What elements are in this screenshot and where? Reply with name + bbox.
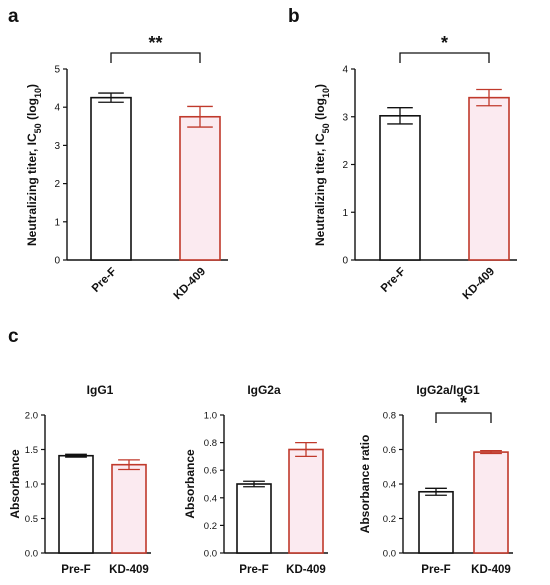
panel-c-igg1: c IgG1 Absorbance 0.0 0.5 1.0 1.5 2.0 Pre-F KD… — [8, 326, 151, 576]
x-tick-label: KD-409 — [109, 564, 149, 576]
chart-title-igg2a: IgG2a — [247, 383, 281, 397]
x-tick-label: Pre-F — [421, 564, 450, 576]
y-tick-label: 0.4 — [204, 493, 217, 504]
y-tick-label: 4 — [342, 65, 348, 76]
y-tick-label: 2 — [54, 179, 60, 190]
y-tick-label: 0 — [54, 256, 60, 267]
y-tick-label: 0.2 — [383, 514, 396, 525]
bar-kd-409 — [468, 96, 510, 261]
significance-label: * — [441, 33, 448, 53]
bar-pre-f — [418, 490, 454, 554]
y-axis-label-a: Neutralizing titer, IC50 (log10) — [25, 84, 43, 246]
y-tick-label: 1.0 — [204, 411, 217, 422]
y-axis-label-ratio: Absorbance ratio — [358, 435, 372, 534]
y-tick-label: 4 — [54, 103, 60, 114]
bar-pre-f — [58, 454, 94, 554]
x-tick-label: KD-409 — [471, 564, 511, 576]
significance-bracket — [399, 52, 490, 63]
y-tick-label: 1 — [342, 208, 348, 219]
y-tick-label: 1.5 — [25, 445, 38, 456]
y-axis-label-igg1: Absorbance — [8, 449, 22, 519]
y-tick-label: 2.0 — [25, 411, 38, 422]
bar-kd-409 — [111, 463, 147, 554]
y-tick-label: 0 — [342, 256, 348, 267]
x-tick-label: Pre-F — [239, 564, 268, 576]
y-tick-label: 3 — [54, 141, 60, 152]
y-axis-label-b: Neutralizing titer, IC50 (log10) — [313, 84, 331, 246]
significance-bracket — [110, 52, 201, 63]
y-tick-label: 3 — [342, 112, 348, 123]
significance-label: ** — [148, 33, 162, 53]
chart-title-ratio: IgG2a/IgG1 — [416, 383, 480, 397]
panel-letter-a: a — [8, 6, 19, 27]
y-tick-label: 0.6 — [383, 445, 396, 456]
significance-label: * — [460, 393, 467, 413]
x-tick-label: Pre-F — [61, 564, 90, 576]
panel-a: a Neutralizing titer, IC50 (log10) 0 1 2 3 4… — [8, 6, 228, 302]
y-tick-label: 0.2 — [204, 521, 217, 532]
bar-pre-f — [379, 114, 421, 261]
panel-letter-c: c — [8, 326, 19, 347]
significance-bracket — [435, 412, 492, 423]
y-tick-label: 2 — [342, 160, 348, 171]
x-tick-label: Pre-F — [90, 266, 119, 295]
panel-c-igg2a: IgG2a Absorbance 0.0 0.2 0.4 0.6 0.8 1.0 Pre-F… — [183, 383, 328, 576]
y-tick-label: 0.0 — [383, 549, 396, 560]
y-tick-label: 1.0 — [25, 480, 38, 491]
y-tick-label: 0.8 — [383, 411, 396, 422]
bar-kd-409 — [288, 448, 324, 554]
y-tick-label: 0.4 — [383, 480, 396, 491]
y-tick-label: 1 — [54, 217, 60, 228]
panel-c-ratio: IgG2a/IgG1 Absorbance ratio 0.0 0.2 0.4 0.6… — [358, 383, 513, 576]
bar-kd-409 — [179, 115, 221, 261]
y-tick-label: 0.8 — [204, 438, 217, 449]
panel-b: b Neutralizing titer, IC50 (log10) 0 1 2 3 4… — [288, 6, 517, 302]
chart-title-igg1: IgG1 — [87, 383, 114, 397]
y-tick-label: 0.0 — [204, 549, 217, 560]
y-tick-label: 0.0 — [25, 549, 38, 560]
y-tick-label: 0.5 — [25, 514, 38, 525]
bar-pre-f — [90, 96, 132, 261]
panel-letter-b: b — [288, 6, 300, 27]
x-tick-label: Pre-F — [379, 266, 408, 295]
x-tick-label: KD-409 — [461, 266, 498, 303]
y-axis-label-igg2a: Absorbance — [183, 449, 197, 519]
x-tick-label: KD-409 — [286, 564, 326, 576]
y-tick-label: 5 — [54, 65, 60, 76]
y-tick-label: 0.6 — [204, 466, 217, 477]
x-tick-label: KD-409 — [172, 266, 209, 303]
bar-kd-409 — [473, 451, 509, 554]
bar-pre-f — [236, 483, 272, 554]
